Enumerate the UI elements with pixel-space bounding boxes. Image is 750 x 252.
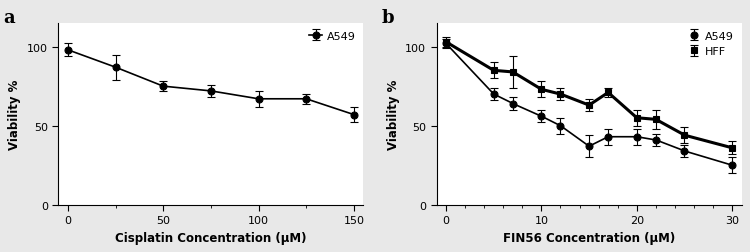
Text: b: b	[382, 9, 394, 27]
Y-axis label: Viability %: Viability %	[386, 79, 400, 149]
Text: a: a	[4, 9, 15, 27]
X-axis label: FIN56 Concentration (μM): FIN56 Concentration (μM)	[503, 231, 675, 244]
Y-axis label: Viability %: Viability %	[8, 79, 21, 149]
Legend: A549, HFF: A549, HFF	[685, 29, 736, 59]
Legend: A549: A549	[307, 29, 358, 44]
X-axis label: Cisplatin Concentration (μM): Cisplatin Concentration (μM)	[116, 231, 307, 244]
